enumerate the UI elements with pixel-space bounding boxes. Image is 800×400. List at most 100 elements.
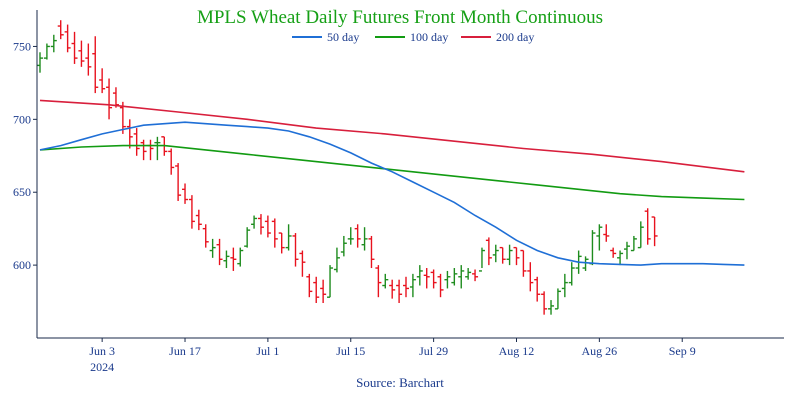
price-bar [230,247,237,271]
price-bar [430,269,437,289]
price-bar [50,34,57,53]
ma200-line [39,99,745,173]
price-bar [347,227,354,245]
price-bar [154,136,161,161]
price-bar [630,235,637,252]
price-bar [223,250,230,269]
x-tick-label: Jul 1 [256,344,279,358]
price-bar [320,279,327,304]
price-bar [99,68,106,94]
price-bar [182,183,189,204]
legend-label: 100 day [410,30,448,44]
price-bar [485,237,492,266]
price-bar [561,273,568,298]
price-bar [472,269,479,282]
price-bar [382,273,389,289]
price-bar [541,291,548,315]
price-bar [85,43,92,76]
legend-label: 50 day [327,30,359,44]
price-bar [499,246,506,264]
price-bar [78,40,85,67]
price-bar [396,279,403,304]
price-bar [651,216,658,247]
x-tick-label: Aug 12 [499,344,535,358]
price-bar [409,273,416,298]
price-bar [520,249,527,277]
price-bar [92,36,99,94]
price-bar [71,31,78,64]
ma100-line [39,144,745,201]
price-bar [264,215,271,238]
price-bar [354,224,361,248]
price-bar [423,268,430,289]
price-bar [582,256,589,271]
price-bar [195,209,202,231]
y-tick-label: 650 [13,185,31,199]
legend-label: 200 day [496,30,534,44]
price-bar [389,279,396,299]
price-bar [106,78,113,120]
price-bar [327,265,334,298]
price-bar [257,214,264,235]
price-bar [216,238,223,266]
x-tick-label: Jul 15 [336,344,365,358]
legend-item-ma100: 100 day [375,30,448,44]
price-bar [506,244,513,266]
price-bar [64,24,71,53]
price-bar [623,241,630,260]
price-bar [313,276,320,304]
price-bar [465,268,472,280]
price-bar [451,268,458,286]
price-bar [292,233,299,267]
y-tick-label: 600 [13,258,31,272]
price-bar [444,270,451,289]
price-bar [175,163,182,201]
price-bar [534,276,541,302]
price-bar [478,247,485,272]
price-bar [568,262,575,286]
chart-title: MPLS Wheat Daily Futures Front Month Con… [197,7,603,28]
y-axis-ticks: 600 650 700 750 [13,39,37,272]
price-bar [57,20,64,40]
price-bar [202,224,209,248]
price-bar [333,247,340,273]
price-bar [168,148,175,175]
price-bar [610,247,617,258]
legend-item-ma200: 200 day [461,30,534,44]
price-bar [278,232,285,254]
x-tick-sublabel: 2024 [90,360,114,374]
price-bar [368,235,375,269]
price-bar [527,262,534,292]
y-tick-label: 750 [13,39,31,53]
price-bar [237,247,244,267]
price-bar [416,265,423,286]
price-bar [603,224,610,242]
price-bar [126,119,133,149]
price-bar [140,139,147,161]
x-tick-label: Jun 3 [89,344,115,358]
price-bar [375,265,382,298]
price-bar [244,227,251,248]
price-bar [437,273,444,298]
price-bar [596,224,603,251]
price-bar [548,300,555,315]
price-bar [513,246,520,266]
price-bar [112,87,119,108]
ma50-line [39,121,745,266]
price-bars [37,20,658,315]
price-bar [285,224,292,251]
price-bar [403,276,409,298]
legend: 50 day 100 day 200 day [292,30,534,44]
price-bar [361,227,368,251]
x-tick-label: Aug 26 [582,344,618,358]
price-bar [458,265,465,289]
price-bar [209,238,216,258]
y-tick-label: 700 [13,112,31,126]
price-bar [133,128,140,156]
source-note: Source: Barchart [356,375,444,390]
price-bar [251,215,258,229]
price-bar [340,235,347,257]
price-bar [188,195,195,229]
price-bar [306,273,313,298]
